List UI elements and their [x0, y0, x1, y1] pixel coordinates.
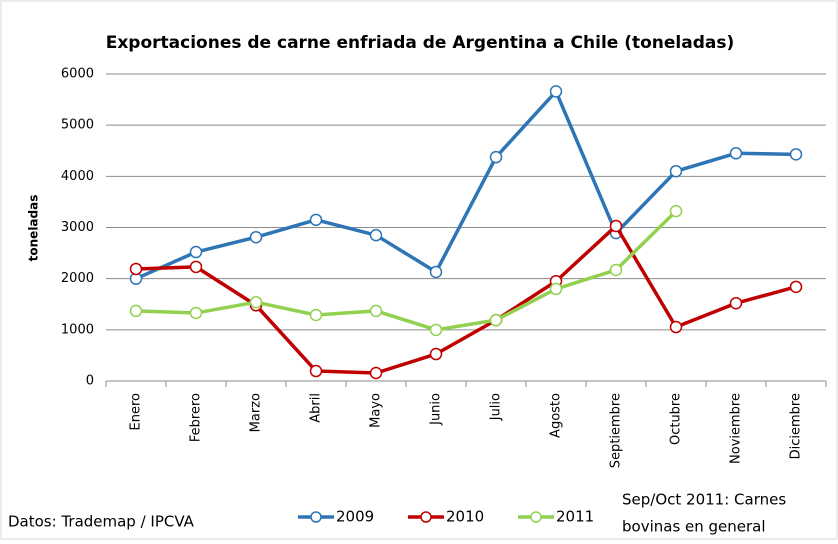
y-tick-label: 2000: [61, 271, 94, 286]
data-point: [609, 219, 623, 233]
series-line: [135, 89, 797, 281]
y-axis-title: toneladas: [27, 195, 41, 262]
data-point: [249, 295, 263, 309]
note-line: Sep/Oct 2011: Carnes: [622, 491, 786, 509]
data-point: [549, 282, 563, 296]
data-point: [669, 204, 683, 218]
y-tick-label: 1000: [61, 322, 94, 337]
data-point: [669, 320, 683, 334]
legend-label: 2011: [556, 508, 594, 526]
y-tick-label: 3000: [61, 220, 94, 235]
data-point: [489, 313, 503, 327]
data-point: [789, 280, 803, 294]
data-point: [309, 364, 323, 378]
y-tick-label: 0: [86, 374, 94, 389]
data-point: [309, 213, 323, 227]
legend-marker: [530, 511, 542, 523]
data-point: [549, 85, 563, 98]
data-point: [429, 323, 443, 337]
series-line: [135, 224, 797, 375]
data-point: [729, 147, 743, 160]
y-tick-label: 4000: [61, 169, 94, 184]
data-point: [669, 164, 683, 178]
data-point: [369, 304, 383, 318]
data-point: [369, 228, 383, 242]
data-point: [129, 262, 143, 276]
note-line: bovinas en general: [622, 518, 766, 536]
data-point: [189, 245, 203, 259]
data-point: [249, 230, 263, 244]
data-point: [729, 296, 743, 310]
legend-marker: [420, 511, 432, 523]
x-tick-label: Octubre: [669, 393, 684, 445]
y-tick-label: 6000: [61, 67, 94, 82]
series-line: [135, 209, 678, 332]
data-point: [489, 150, 503, 164]
source: Datos: Trademap / IPCVA: [8, 513, 195, 531]
legend-label: 2009: [336, 508, 374, 526]
chart-title: Exportaciones de carne enfriada de Argen…: [106, 33, 735, 53]
data-point: [789, 148, 803, 161]
data-point: [369, 366, 383, 380]
x-tick-label: Junio: [429, 393, 444, 426]
x-tick-label: Abril: [309, 393, 324, 423]
x-tick-label: Febrero: [189, 393, 204, 442]
data-point: [129, 304, 143, 318]
legend-label: 2010: [446, 508, 484, 526]
data-point: [609, 263, 623, 277]
legend-marker: [310, 511, 322, 523]
x-tick-label: Enero: [129, 393, 144, 431]
data-point: [309, 308, 323, 322]
x-tick-label: Diciembre: [789, 393, 804, 459]
x-tick-label: Marzo: [249, 393, 264, 432]
x-tick-label: Mayo: [369, 393, 384, 428]
x-tick-label: Septiembre: [609, 393, 624, 468]
data-point: [429, 347, 443, 361]
y-tick-label: 5000: [61, 118, 94, 133]
data-point: [189, 260, 203, 274]
x-tick-label: Agosto: [549, 393, 564, 438]
x-tick-label: Noviembre: [729, 393, 744, 464]
x-tick-label: Julio: [489, 393, 504, 421]
data-point: [429, 265, 443, 279]
data-point: [189, 306, 203, 320]
